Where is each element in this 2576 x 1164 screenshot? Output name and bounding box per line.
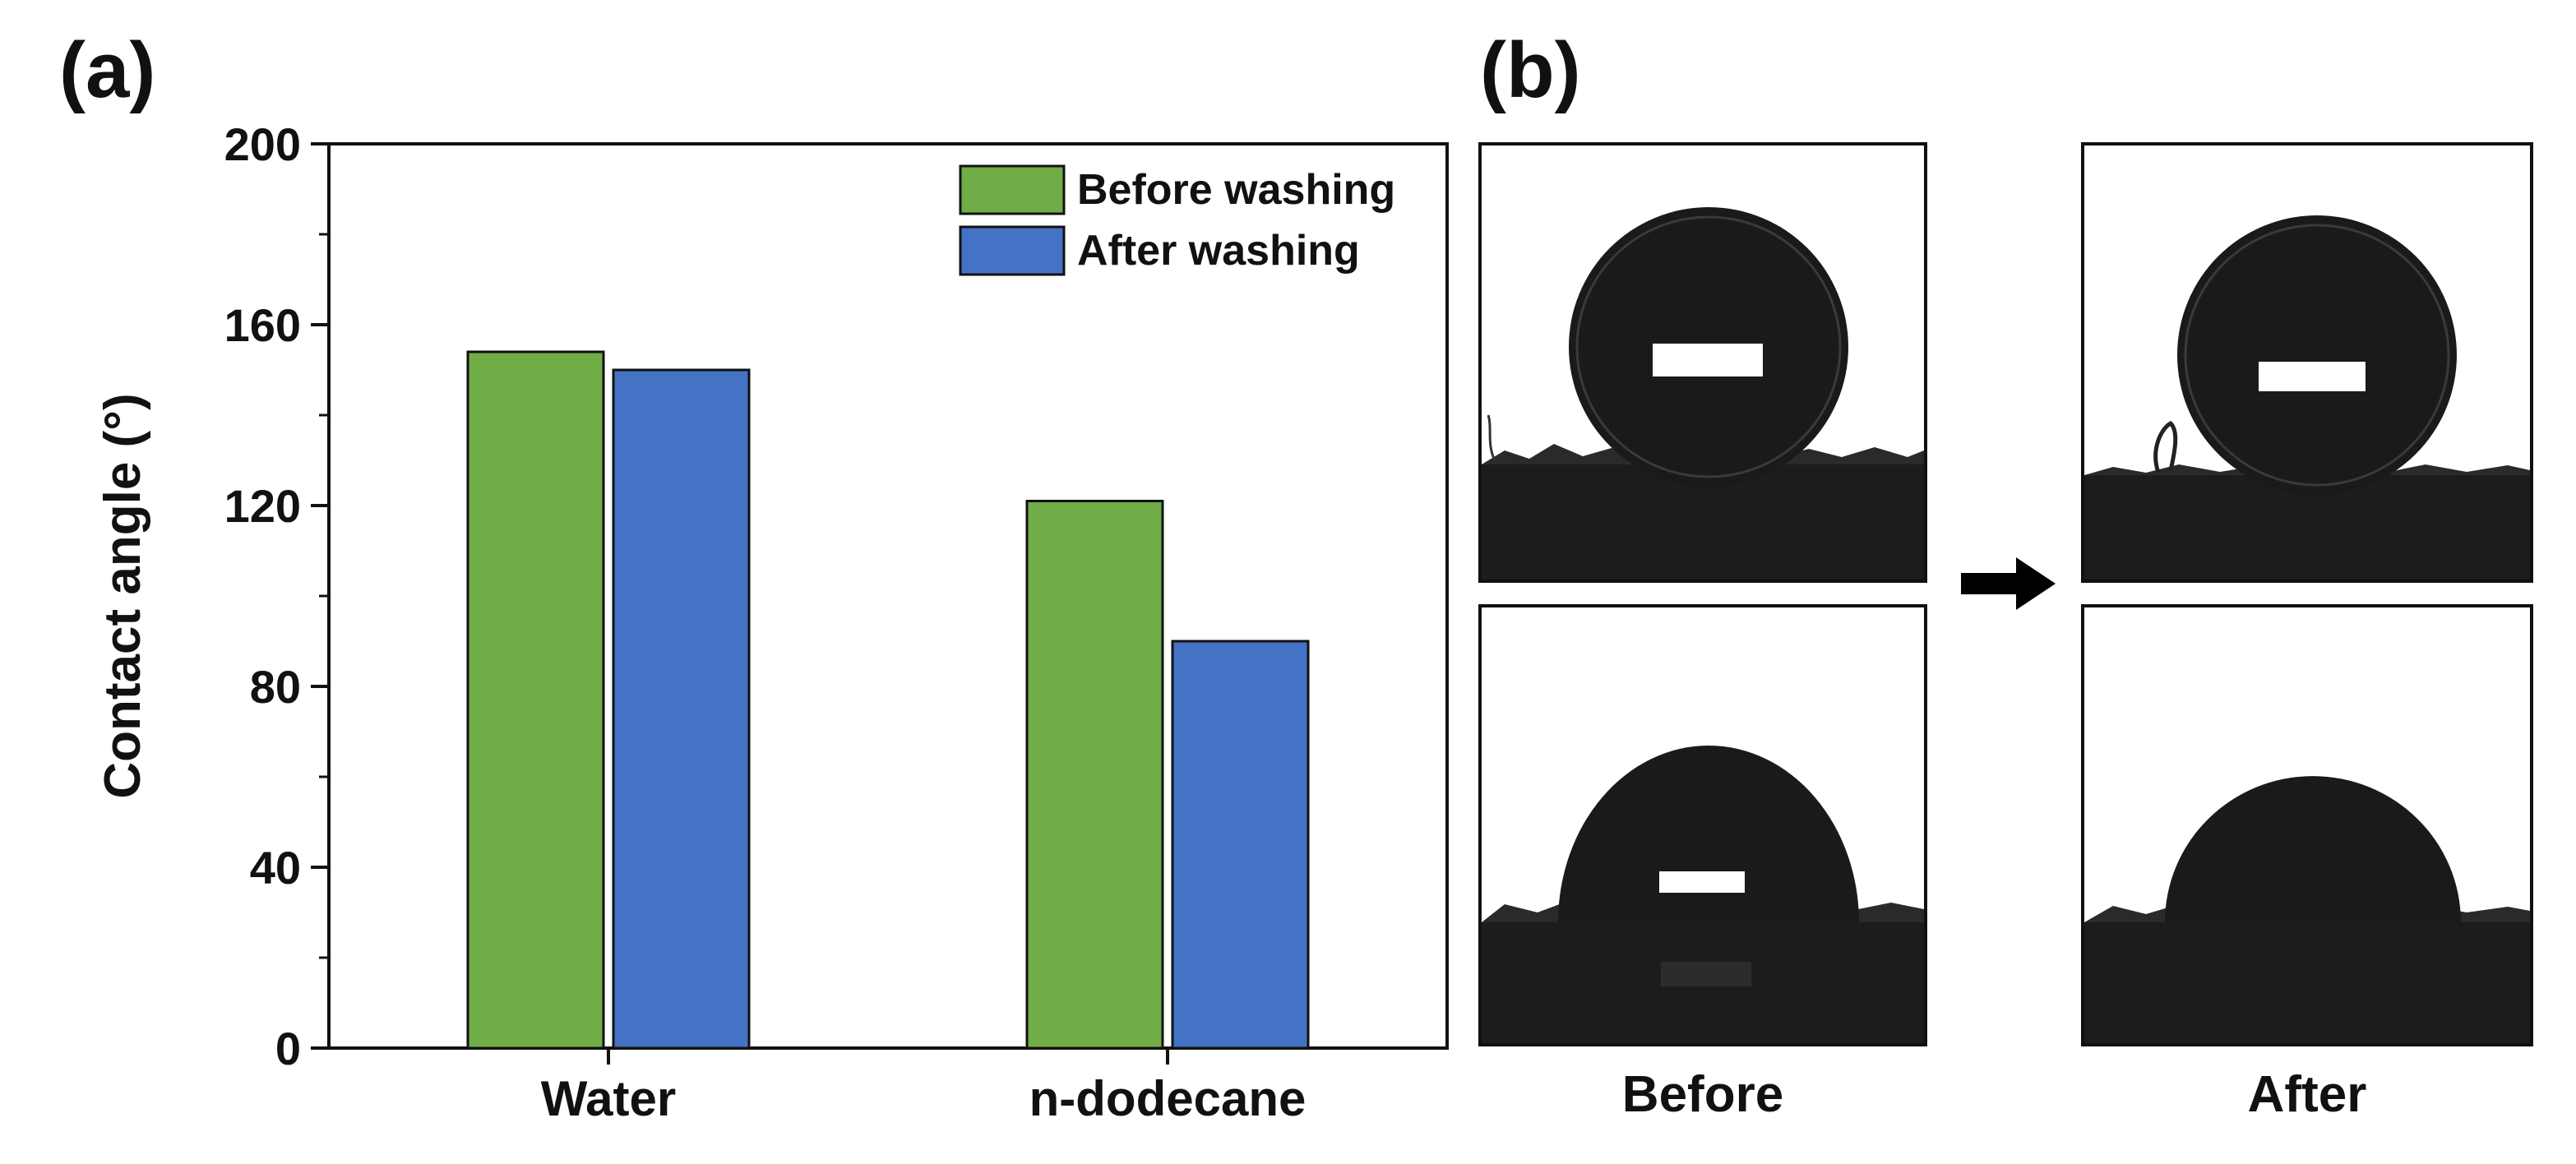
y-axis-label: Contact angle (°) xyxy=(95,393,151,798)
y-tick-label: 160 xyxy=(224,299,301,351)
y-tick-label: 120 xyxy=(224,480,301,532)
x-axis-ticks: Water n-dodecane xyxy=(541,1048,1306,1126)
bar-before-water xyxy=(466,350,605,1050)
caption-before: Before xyxy=(1622,1066,1783,1123)
y-axis-ticks: 0 40 80 120 160 200 xyxy=(224,118,329,1074)
droplet-photos: Before After xyxy=(1478,142,2533,1123)
legend-swatch-after xyxy=(959,225,1066,276)
legend-label-before: Before washing xyxy=(1077,166,1395,214)
legend-swatch-before xyxy=(959,164,1066,215)
bar-before-dodecane xyxy=(1025,500,1164,1050)
bar-after-water xyxy=(612,368,751,1050)
photo-before-water xyxy=(1478,142,1927,583)
y-tick-label: 200 xyxy=(224,118,301,170)
legend: Before washing After washing xyxy=(959,164,1395,276)
right-arrow-icon xyxy=(1961,557,2056,610)
bar-after-dodecane xyxy=(1171,640,1310,1050)
y-tick-label: 0 xyxy=(275,1023,301,1074)
photo-before-dodecane xyxy=(1478,604,1927,1046)
bar-chart: 0 40 80 120 160 200 Water n-dodecane Contact a… xyxy=(95,118,1449,1126)
panel-label-b: (b) xyxy=(1480,26,1581,114)
x-tick-label: Water xyxy=(541,1071,676,1126)
y-tick-label: 80 xyxy=(250,661,301,713)
panel-label-a: (a) xyxy=(59,26,155,114)
x-tick-label: n-dodecane xyxy=(1029,1071,1306,1126)
legend-label-after: After washing xyxy=(1077,227,1360,275)
bars xyxy=(466,350,1310,1050)
y-tick-label: 40 xyxy=(250,842,301,894)
photo-after-dodecane xyxy=(2081,604,2533,1046)
caption-after: After xyxy=(2248,1066,2367,1123)
photo-after-water xyxy=(2081,142,2533,583)
